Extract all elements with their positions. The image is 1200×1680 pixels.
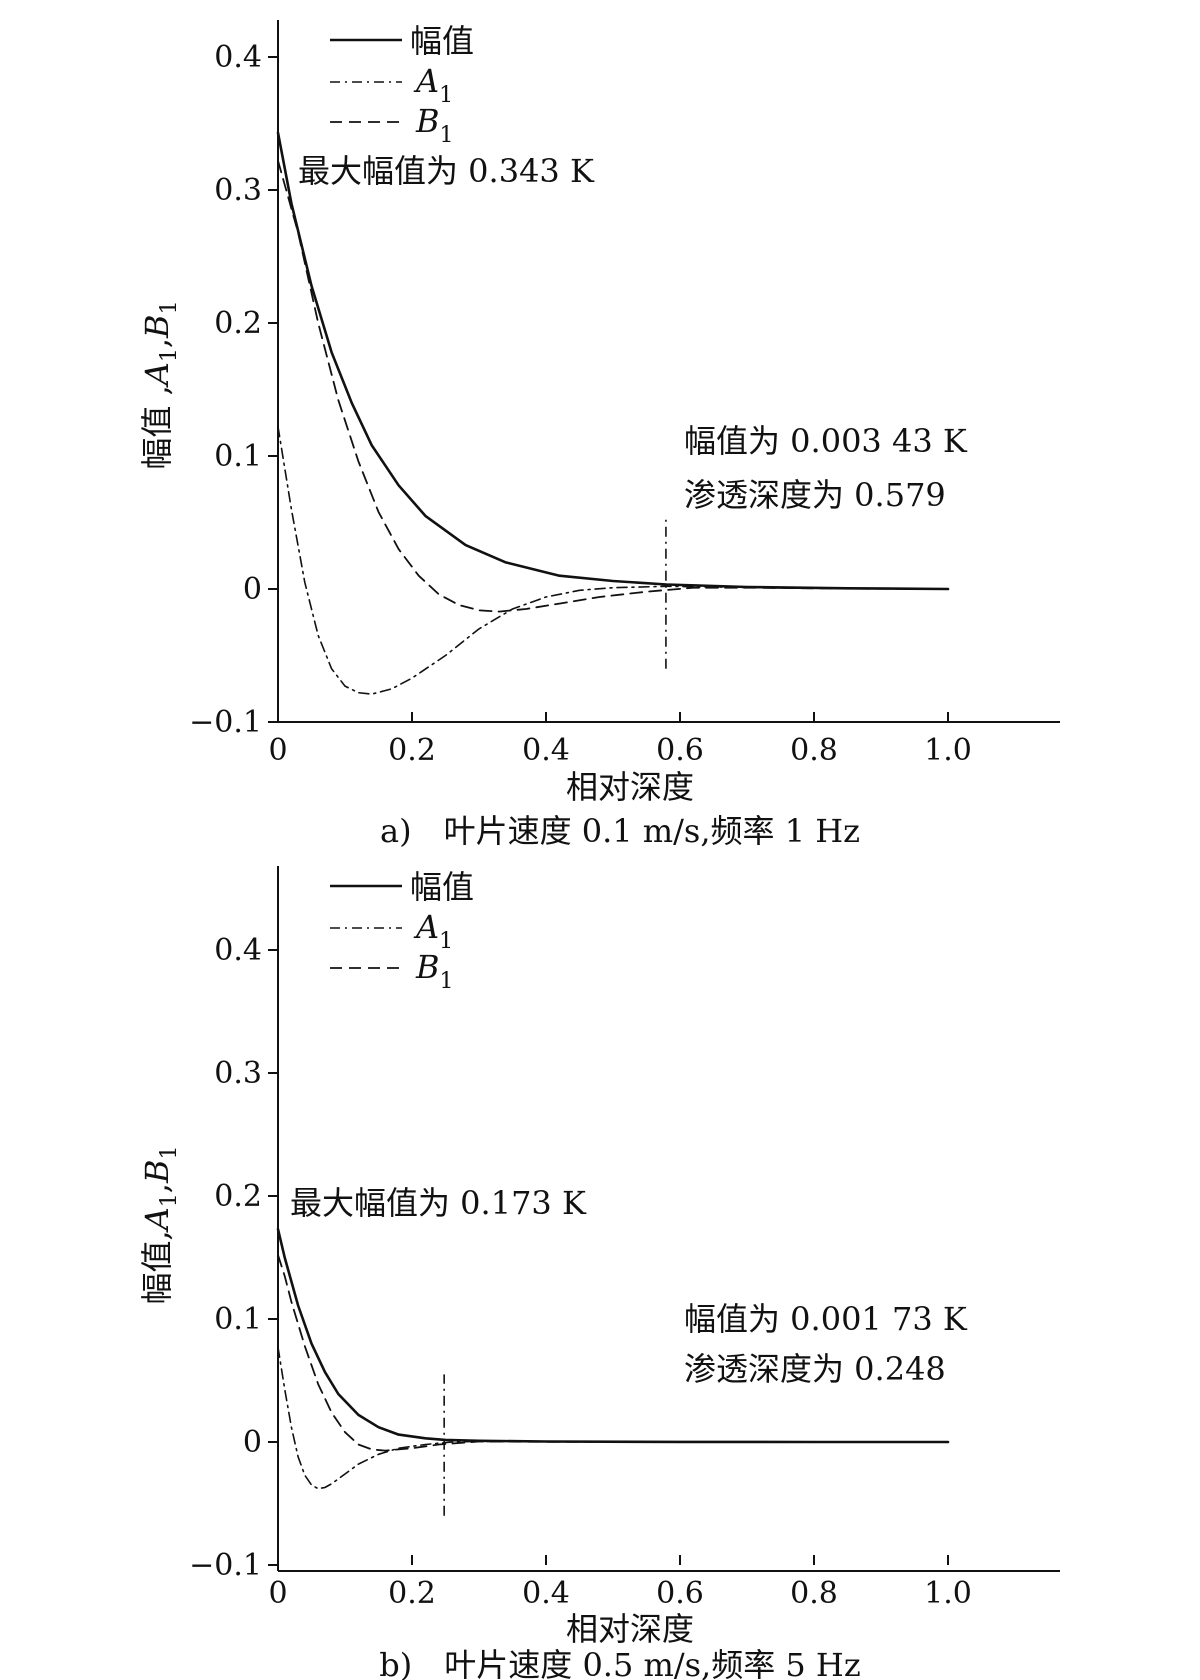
x-tick-label: 1.0 [924,1576,972,1611]
x-tick-label: 0 [268,733,287,768]
x-tick-label: 0.4 [522,1576,570,1611]
y-tick-label: 0 [243,572,262,607]
series-line-amplitude [276,131,950,591]
y-tick-label: 0.2 [214,1179,262,1214]
legend-label-amplitude: 幅值 [410,22,474,60]
chart-b-amplitude-annotation: 幅值为 0.001 73 K [684,1300,968,1338]
chart-a-series-lines [276,131,950,695]
chart-b: −0.100.10.20.30.4 0 0.2 0.4 0.6 0.8 1.0 幅值 A1… [138,866,1060,1680]
chart-a-legend: 幅值 A1 B1 [330,22,474,148]
chart-b-series-lines [276,1227,950,1490]
chart-a-x-axis-label: 相对深度 [566,768,694,806]
y-tick-label: 0.3 [214,1056,262,1091]
chart-b-caption: b) 叶片速度 0.5 m/s,频率 5 Hz [379,1646,860,1680]
series-line-b1 [277,1254,949,1452]
x-tick-label: 0.8 [790,733,838,768]
x-tick-label: 0.2 [388,1576,436,1611]
chart-b-y-ticks: −0.1 0 0.1 0.2 0.3 0.4 [189,933,278,1583]
y-tick-label: 0.4 [214,40,262,75]
y-tick-label: −0.1 [189,1548,262,1583]
series-line-a1 [277,425,949,695]
chart-a-y-axis-label: 幅值 ,A1,B1 [138,300,182,469]
chart-b-x-ticks: 0 0.2 0.4 0.6 0.8 1.0 [268,1555,972,1611]
x-tick-label: 0.6 [656,733,704,768]
chart-a-y-ticks: −0.1 0 0.1 0.2 0.3 0.4 [189,40,278,740]
legend-label-b1: B1 [415,102,454,148]
chart-b-penetration-annotation: 渗透深度为 0.248 [684,1350,946,1388]
x-tick-label: 0.2 [388,733,436,768]
y-tick-label: 0.4 [214,933,262,968]
legend-label-b1: B1 [415,948,454,994]
chart-b-y-axis-label: 幅值,A1,B1 [138,1146,182,1305]
chart-a-penetration-annotation: 渗透深度为 0.579 [684,476,946,514]
y-tick-label: 0.1 [214,439,262,474]
chart-a-amplitude-annotation: 幅值为 0.003 43 K [684,422,968,460]
y-tick-label: 0.3 [214,173,262,208]
legend-label-a1: A1 [413,908,453,954]
y-tick-label: 0 [243,1425,262,1460]
chart-a: −0.100.10.20.30.4 0 0.2 0.4 0.6 0.8 1.0 幅值 A1… [138,20,1060,850]
chart-b-max-amplitude-annotation: 最大幅值为 0.173 K [290,1184,587,1222]
y-tick-label: 0.1 [214,1302,262,1337]
x-tick-label: 0.8 [790,1576,838,1611]
series-line-b1 [277,159,949,613]
chart-a-caption: a) 叶片速度 0.1 m/s,频率 1 Hz [380,812,860,850]
chart-a-max-amplitude-annotation: 最大幅值为 0.343 K [298,152,595,190]
chart-a-x-ticks: 0 0.2 0.4 0.6 0.8 1.0 [268,712,972,768]
x-tick-label: 1.0 [924,733,972,768]
y-tick-label: 0.2 [214,306,262,341]
chart-b-x-axis-label: 相对深度 [566,1610,694,1648]
x-tick-label: 0 [268,1576,287,1611]
legend-label-a1: A1 [413,62,453,108]
y-tick-label: −0.1 [189,705,262,740]
x-tick-label: 0.4 [522,733,570,768]
legend-label-amplitude: 幅值 [410,868,474,906]
x-tick-label: 0.6 [656,1576,704,1611]
chart-b-legend: 幅值 A1 B1 [330,868,474,994]
